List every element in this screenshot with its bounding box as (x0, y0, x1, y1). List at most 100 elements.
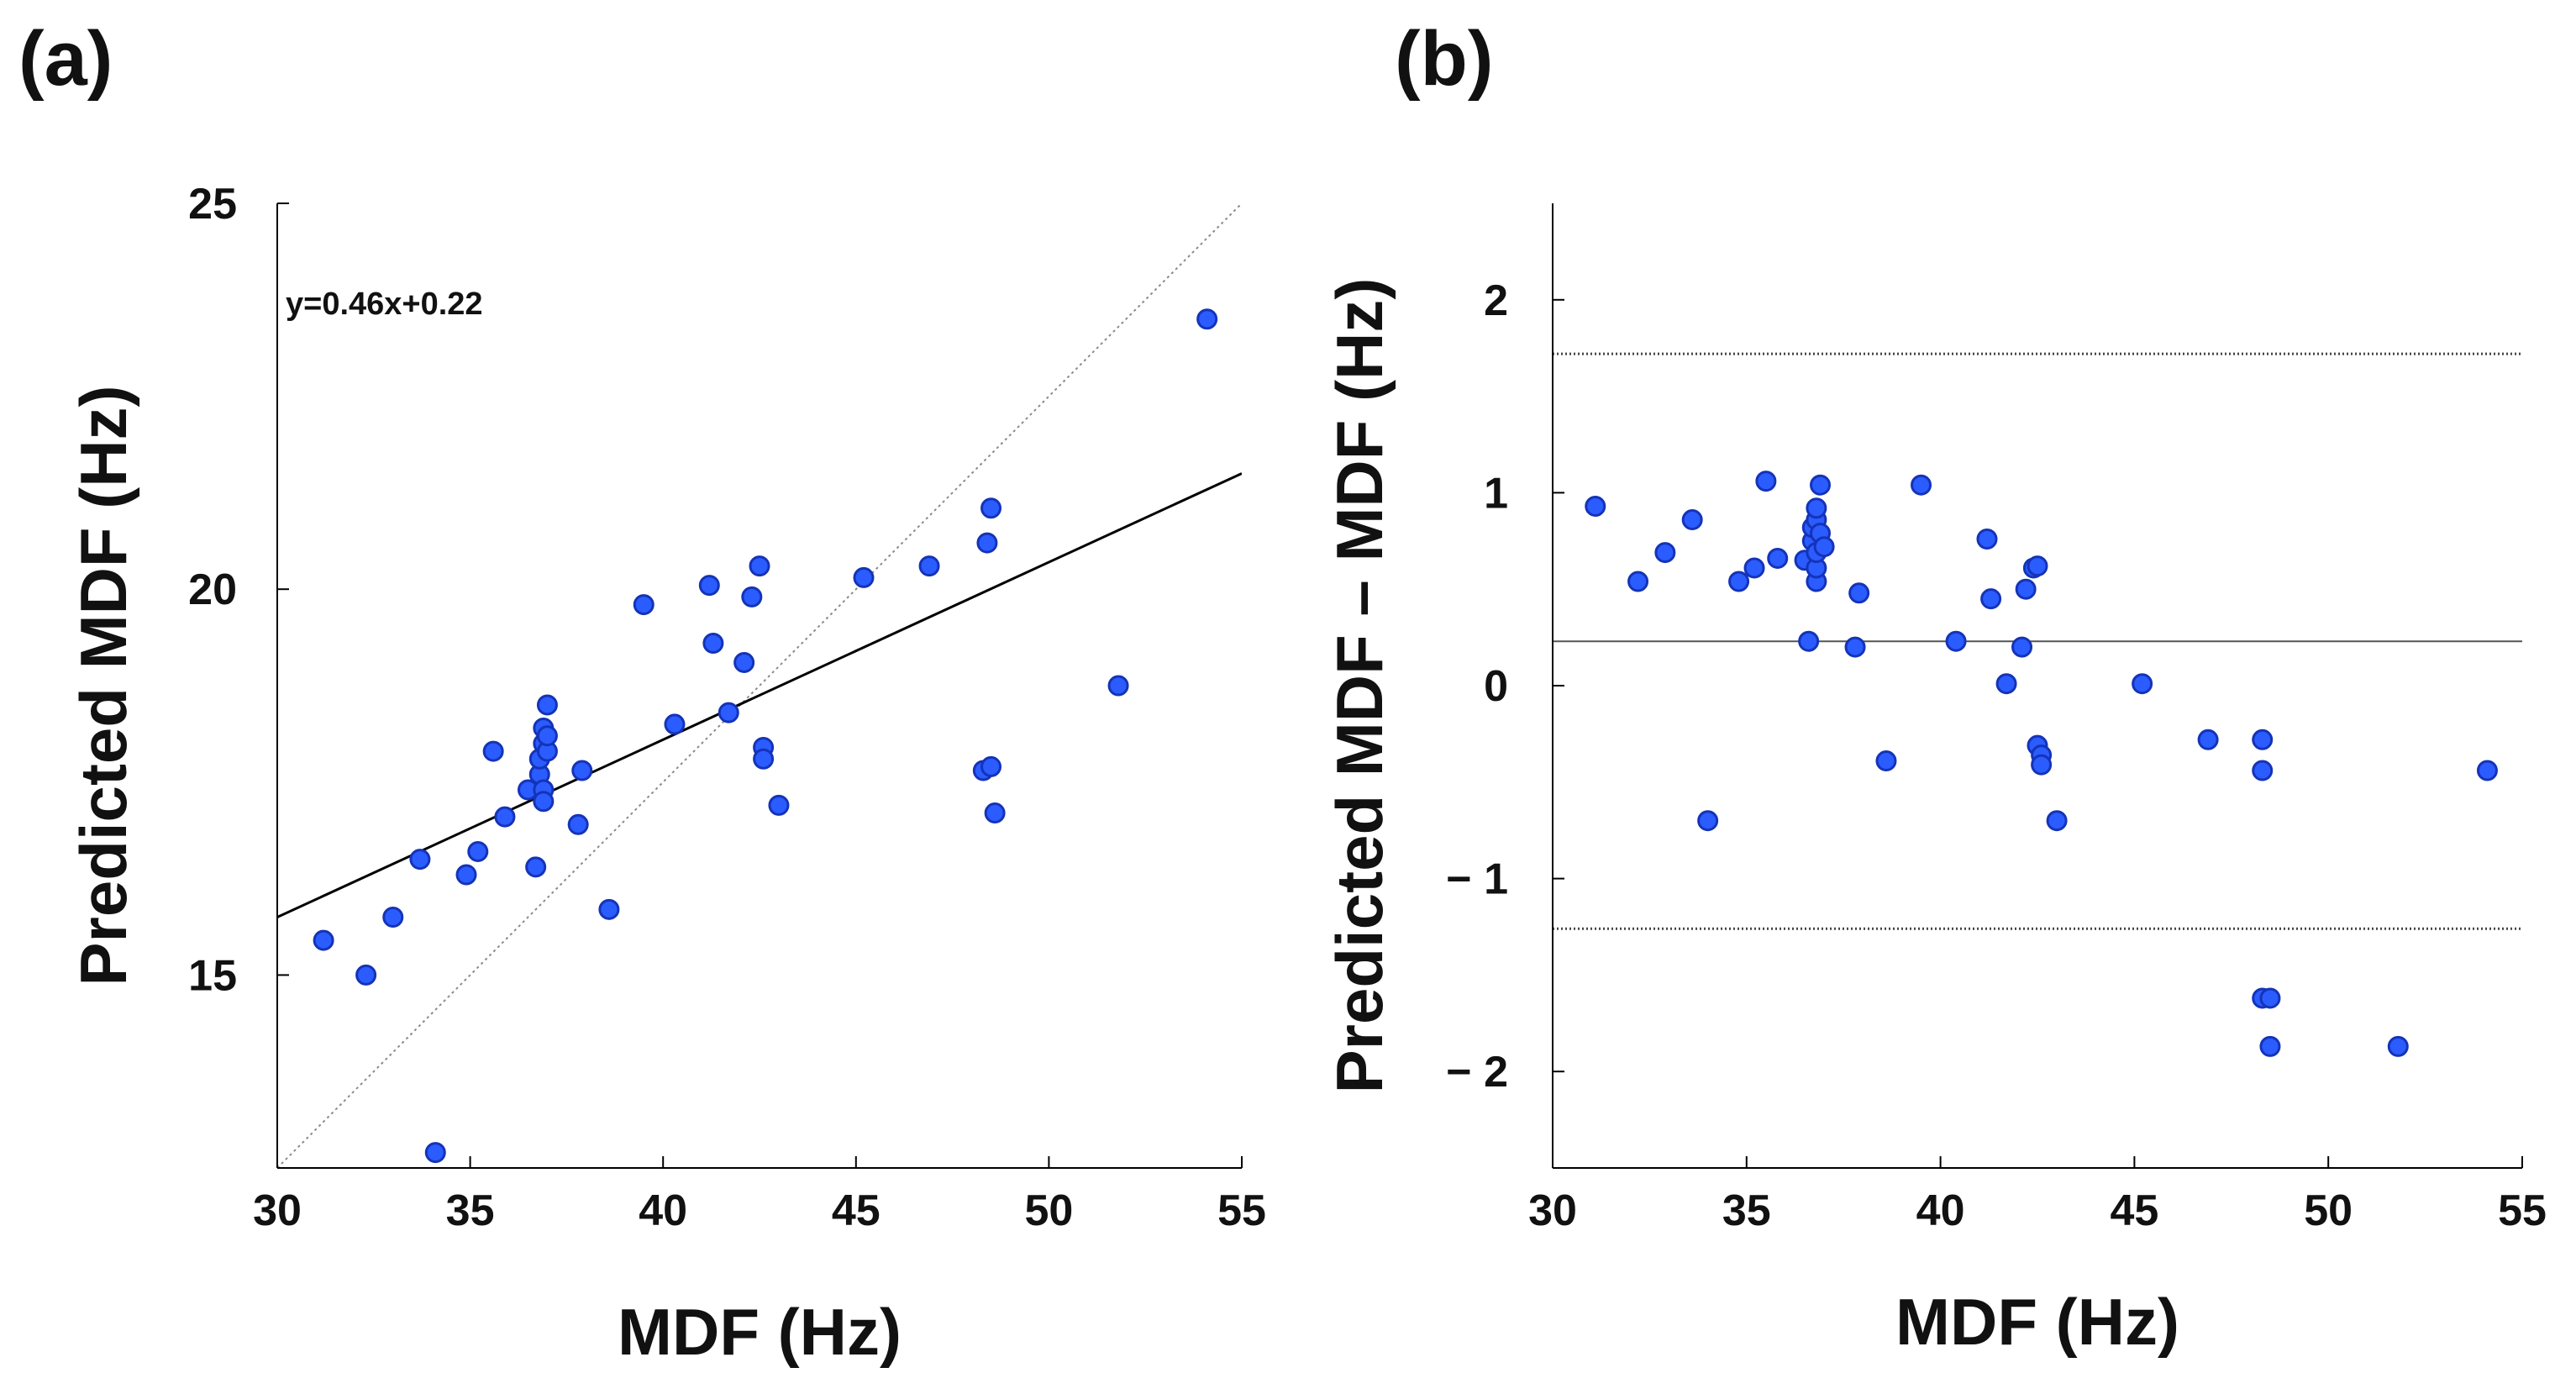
data-point (1681, 509, 1703, 531)
data-point (1980, 588, 2002, 610)
x-tick-label: 50 (1024, 1186, 1073, 1235)
data-point (1654, 542, 1676, 564)
data-point (741, 586, 763, 608)
data-point (768, 794, 790, 816)
data-point (533, 791, 555, 813)
x-axis-title: MDF (Hz) (618, 1295, 902, 1369)
data-point (494, 806, 516, 828)
panel-label-a: (a) (18, 16, 113, 102)
y-tick-label: − 2 (1446, 1048, 1508, 1097)
data-point (2132, 673, 2153, 695)
data-point (702, 632, 724, 654)
x-tick-label: 50 (2304, 1186, 2353, 1235)
x-tick-label: 30 (1528, 1186, 1577, 1235)
y-tick-label: 1 (1484, 469, 1508, 518)
chart-a: 30 35 40 45 50 55 15 20 25 MDF (Hz) Predicted MDF … (66, 180, 1266, 1369)
identity-line (277, 203, 1242, 1168)
data-point (355, 964, 377, 986)
data-point (853, 566, 875, 588)
data-point (2259, 987, 2281, 1009)
data-point (313, 929, 334, 951)
y-tick-label: 15 (188, 951, 237, 1000)
panel-label-b: (b) (1395, 16, 1494, 102)
x-tick-label: 30 (253, 1186, 302, 1235)
data-point (2027, 555, 2048, 577)
chart-b: 30 35 40 45 50 55 − 2 − 1 0 1 2 MDF (Hz) Predicted M… (1322, 203, 2547, 1359)
data-point (1755, 471, 1777, 492)
data-point (664, 713, 686, 735)
x-tick-label: 45 (2110, 1186, 2158, 1235)
data-point (424, 1142, 446, 1164)
data-point (1798, 630, 1820, 652)
data-point (455, 864, 477, 886)
data-point (698, 575, 720, 597)
data-point (482, 740, 504, 762)
y-tick-label: 2 (1484, 276, 1508, 325)
x-tick-label: 40 (1916, 1186, 1965, 1235)
data-point (2031, 754, 2053, 776)
data-point (718, 702, 739, 723)
x-tick-label: 55 (1217, 1186, 1266, 1235)
data-point (1945, 630, 1967, 652)
data-point (598, 898, 620, 920)
data-point (2252, 760, 2274, 781)
data-point (1743, 557, 1765, 579)
data-point (2046, 810, 2068, 832)
data-point (1875, 750, 1897, 772)
data-point (409, 849, 431, 871)
data-point (536, 694, 558, 716)
y-tick-label: − 1 (1446, 855, 1508, 904)
x-tick-label: 55 (2498, 1186, 2547, 1235)
data-point (2387, 1035, 2409, 1057)
data-point (571, 760, 593, 781)
data-point (1697, 810, 1719, 832)
data-point (1810, 474, 1832, 496)
regression-equation: y=0.46x+0.22 (286, 287, 483, 322)
data-point (1813, 536, 1835, 558)
data-point (1107, 675, 1129, 697)
y-tick-label: 20 (188, 565, 237, 614)
data-point (980, 755, 1002, 777)
data-point (1196, 308, 1218, 330)
plot-area-b (1553, 352, 2522, 930)
data-point (733, 651, 755, 673)
data-point (1848, 582, 1870, 604)
x-axis-title: MDF (Hz) (1895, 1285, 2179, 1359)
data-point (1585, 495, 1606, 517)
x-tick-label: 35 (446, 1186, 495, 1235)
data-point (980, 497, 1002, 519)
x-tick-label: 40 (639, 1186, 687, 1235)
data-point (2259, 1035, 2281, 1057)
y-tick-label: 25 (188, 180, 237, 229)
plot-area-a (277, 203, 1242, 1168)
data-point (1627, 571, 1649, 592)
data-point (753, 748, 775, 770)
data-point (1844, 636, 1866, 658)
data-point (536, 725, 558, 747)
data-point (382, 907, 404, 928)
data-point (567, 813, 589, 835)
y-axis-title: Predicted MDF (Hz) (66, 385, 140, 986)
data-point (2252, 729, 2274, 750)
data-point (2011, 636, 2033, 658)
data-point (1728, 571, 1750, 592)
data-point (467, 840, 489, 862)
x-tick-label: 45 (832, 1186, 881, 1235)
data-point (918, 555, 940, 577)
x-tick-label: 35 (1722, 1186, 1771, 1235)
data-point (1806, 497, 1827, 519)
data-point (749, 555, 770, 577)
y-tick-label: 0 (1484, 662, 1508, 711)
data-point (976, 532, 998, 554)
data-point (2015, 578, 2037, 600)
data-point (1995, 673, 2017, 695)
data-point (1911, 474, 1932, 496)
data-point (2476, 760, 2498, 781)
y-axis-title: Predicted MDF – MDF (Hz) (1322, 278, 1396, 1094)
data-point (1976, 529, 1998, 550)
data-point (633, 594, 655, 616)
regression-line (277, 472, 1242, 918)
data-point (1767, 547, 1789, 569)
data-point (984, 802, 1006, 824)
